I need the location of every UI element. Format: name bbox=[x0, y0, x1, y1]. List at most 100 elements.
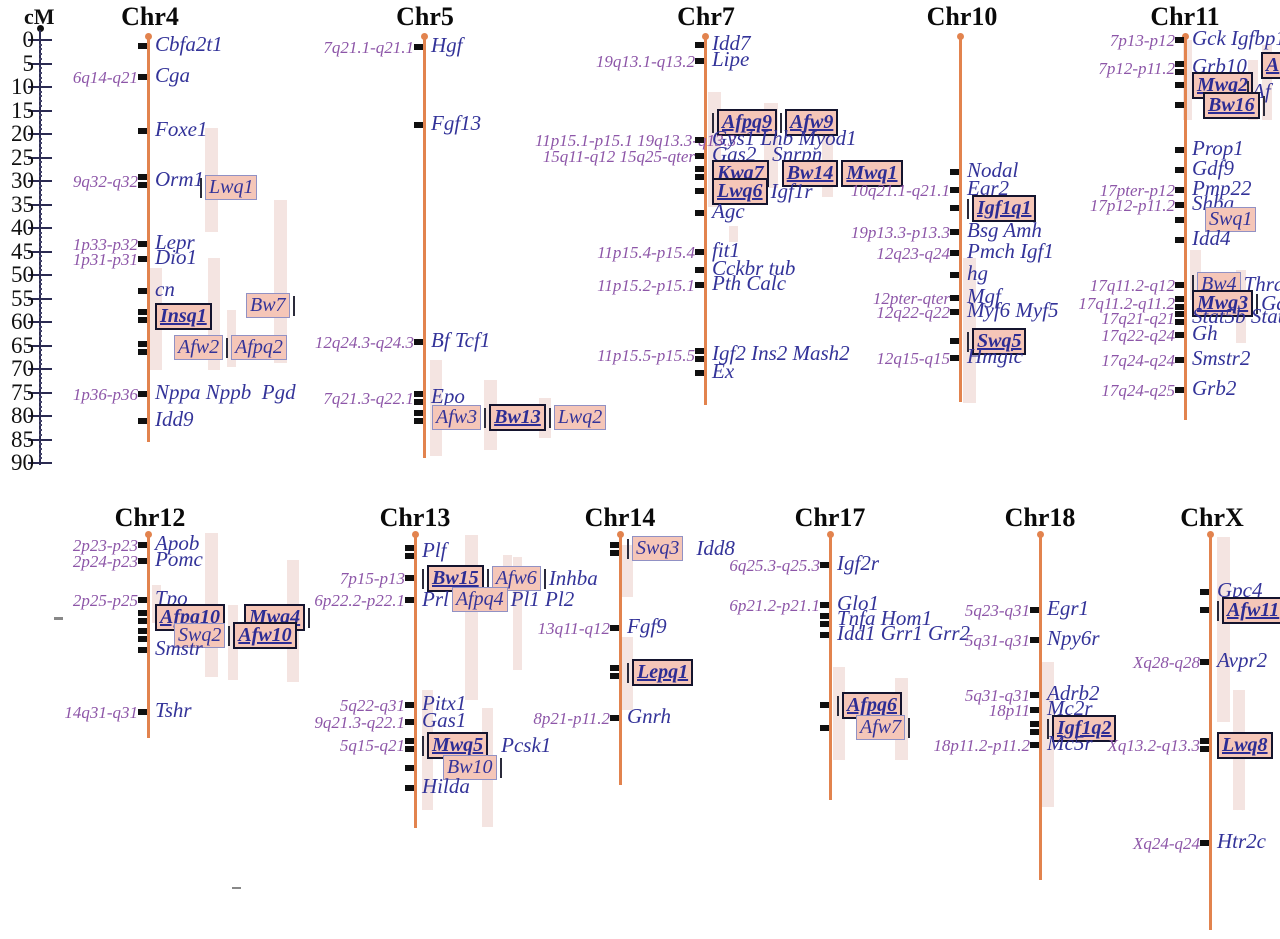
locus-labels: Mgf bbox=[967, 285, 1001, 307]
gene-label: Idd8 bbox=[696, 536, 735, 561]
gene-label: Inhba bbox=[548, 566, 598, 591]
locus-labels: Nodal bbox=[967, 159, 1018, 181]
locus-marker bbox=[1175, 332, 1184, 338]
axis-tick-label: 40 bbox=[11, 215, 34, 240]
homolog-label: 17q24-q25 bbox=[1101, 381, 1175, 400]
homolog-label: 17q11.2-q12 bbox=[1089, 276, 1175, 295]
position-tick-bar bbox=[422, 735, 424, 756]
homolog-label: 13q11-q12 bbox=[537, 619, 610, 638]
locus-labels: Prl Afpq4 Pl1 Pl2 bbox=[422, 587, 574, 612]
axis-tick-label: 90 bbox=[11, 450, 34, 475]
locus-marker bbox=[610, 665, 619, 671]
homolog-label: 5q23-q31 bbox=[964, 601, 1030, 620]
locus-marker bbox=[138, 341, 147, 347]
homolog-label: 2p23-p23 bbox=[72, 536, 138, 555]
axis-minor-tick bbox=[39, 400, 42, 403]
locus-labels: Swq3 Idd8 bbox=[627, 536, 735, 561]
gene-label: Cckbr tub bbox=[712, 256, 796, 280]
confidence-interval-bar bbox=[1183, 40, 1192, 120]
locus-marker bbox=[950, 250, 959, 256]
locus-labels: Gnrh bbox=[627, 705, 671, 727]
locus-marker bbox=[405, 702, 414, 708]
locus-marker bbox=[950, 229, 959, 235]
axis-tick-label: 20 bbox=[11, 121, 34, 146]
gene-label: Smstr bbox=[155, 636, 203, 660]
gene-label: Idd4 bbox=[1192, 226, 1231, 250]
gene-label: Gys1 Lhb Myod1 bbox=[712, 126, 857, 150]
homolog-label: 2p25-p25 bbox=[72, 591, 138, 610]
axis-major-tick bbox=[28, 86, 52, 88]
chromosome-line bbox=[414, 535, 417, 828]
homolog-label: 17q21-q21 bbox=[1101, 309, 1175, 328]
axis-tick-label: 25 bbox=[11, 144, 34, 170]
locus-marker bbox=[1175, 167, 1184, 173]
homolog-label: 12pter-qter bbox=[872, 289, 950, 308]
locus-labels: Bf Tcf1 bbox=[431, 329, 490, 351]
axis-minor-tick bbox=[39, 405, 42, 408]
locus-labels: Npy6r bbox=[1047, 627, 1100, 649]
locus-labels: A bbox=[1261, 52, 1280, 79]
axis-minor-tick bbox=[39, 288, 42, 291]
gene-label: Pitx1 bbox=[422, 691, 467, 715]
qtl-box-significant: Insq1 bbox=[155, 303, 212, 330]
axis-minor-tick bbox=[39, 447, 42, 450]
locus-labels: Insq1 bbox=[155, 303, 212, 330]
position-tick-bar bbox=[837, 695, 839, 716]
locus-labels: Idd9 bbox=[155, 408, 194, 430]
confidence-interval-bar bbox=[1190, 250, 1201, 300]
axis-minor-tick bbox=[39, 208, 42, 211]
locus-labels: Pmp22 bbox=[1192, 177, 1252, 199]
axis-minor-tick bbox=[39, 114, 42, 117]
gene-label: Cbfa2t1 bbox=[155, 32, 223, 56]
homolog-label: 17q22-q24 bbox=[1101, 326, 1175, 345]
gene-label: Epo bbox=[431, 384, 465, 408]
axis-minor-tick bbox=[39, 104, 42, 107]
locus-marker bbox=[950, 338, 959, 344]
position-tick-bar bbox=[308, 607, 311, 628]
chromosome-line bbox=[704, 37, 707, 405]
locus-labels: Orm1 bbox=[155, 168, 204, 190]
chromosome-title: Chr10 bbox=[926, 2, 998, 31]
gene-label: Lepr bbox=[155, 230, 195, 254]
axis-minor-tick bbox=[39, 278, 42, 281]
locus-marker bbox=[405, 597, 414, 603]
axis-minor-tick bbox=[39, 212, 42, 215]
axis-minor-tick bbox=[39, 283, 42, 286]
homolog-label: 6q14-q21 bbox=[72, 68, 138, 87]
locus-labels: Afw2 Afpq2 bbox=[174, 335, 287, 360]
locus-labels: Gys1 Lhb Myod1 bbox=[712, 127, 857, 149]
qtl-box-suggestive: Afw7 bbox=[856, 715, 906, 740]
axis-minor-tick bbox=[39, 165, 42, 168]
homolog-label: 6p21.2-p21.1 bbox=[729, 596, 820, 615]
locus-marker bbox=[1030, 729, 1039, 735]
gene-label: Tshr bbox=[155, 698, 192, 722]
position-tick-bar bbox=[967, 198, 969, 219]
locus-labels: Stat5b Stat3 bbox=[1192, 305, 1280, 327]
locus-marker bbox=[414, 399, 423, 405]
locus-marker bbox=[138, 709, 147, 715]
locus-marker bbox=[405, 785, 414, 791]
locus-marker bbox=[138, 256, 147, 262]
locus-marker bbox=[414, 391, 423, 397]
axis-minor-tick bbox=[39, 259, 42, 262]
locus-marker bbox=[695, 58, 704, 64]
locus-marker bbox=[820, 702, 829, 708]
homolog-label: 17q24-q24 bbox=[1101, 351, 1175, 370]
chromosome-line bbox=[423, 37, 426, 458]
chromosome-title: Chr7 bbox=[677, 2, 735, 31]
qtl-box-significant: Igf1q1 bbox=[972, 195, 1037, 222]
axis-minor-tick bbox=[39, 81, 42, 84]
locus-labels: Mc5r bbox=[1047, 732, 1093, 754]
locus-marker bbox=[820, 562, 829, 568]
axis-minor-tick bbox=[39, 306, 42, 309]
locus-marker bbox=[1200, 659, 1209, 665]
locus-labels: Epo bbox=[431, 385, 465, 407]
locus-marker bbox=[695, 267, 704, 273]
locus-labels: Fgf9 bbox=[627, 615, 667, 637]
gene-label: Apob bbox=[155, 531, 200, 555]
qtl-box-significant: Bw14 bbox=[781, 160, 839, 187]
homolog-label: 8p21-p11.2 bbox=[533, 709, 610, 728]
gene-label: Gas1 bbox=[422, 708, 467, 732]
locus-marker bbox=[405, 545, 414, 551]
axis-tick-label: 30 bbox=[11, 168, 34, 193]
